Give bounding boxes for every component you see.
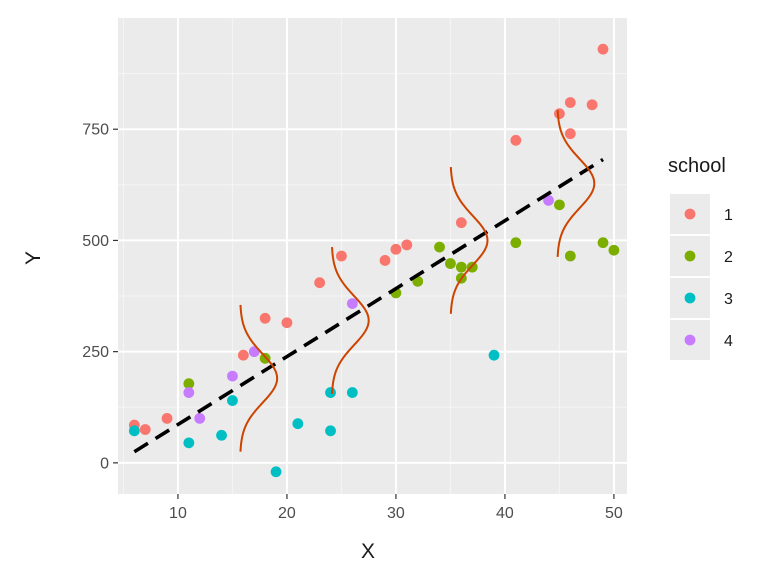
data-point-school-4 [543,194,554,206]
x-tick-label: 30 [387,505,405,522]
data-point-school-4 [183,387,195,398]
x-tick-label: 50 [605,505,623,522]
data-point-school-3 [270,466,282,478]
data-point-school-1 [314,277,326,289]
data-point-school-3 [183,437,195,449]
data-point-school-3 [325,425,336,437]
data-point-school-3 [346,387,358,398]
data-point-school-1 [139,424,151,435]
y-axis-title: Y [22,251,45,265]
data-point-school-1 [455,217,467,229]
data-point-school-2 [510,237,522,249]
x-tick-label: 40 [496,505,514,522]
grid-lines [118,18,627,494]
data-point-school-1 [237,349,249,361]
data-point-school-2 [183,378,195,390]
data-point-school-2 [608,244,620,256]
data-point-school-1 [564,97,576,108]
density-curve [239,304,279,452]
data-point-school-3 [488,349,500,361]
data-point-school-4 [194,412,206,424]
legend-label-3: 3 [724,291,733,308]
data-point-school-1 [390,243,402,255]
legend-marker-2 [684,250,696,262]
legend-marker-4 [684,334,696,346]
legend-marker-1 [684,208,696,220]
data-point-school-2 [455,261,467,273]
x-tick-label: 20 [278,505,296,522]
density-curve [449,166,489,314]
legend-marker-3 [684,292,696,304]
plot-panel [118,18,627,494]
data-point-school-1 [586,99,598,111]
data-point-school-1 [161,412,173,424]
data-point-school-3 [216,429,227,441]
data-point-school-4 [346,298,358,309]
legend-label-2: 2 [724,249,733,266]
y-tick-label: 500 [82,233,109,250]
data-point-school-2 [434,241,445,253]
model-overlay [133,110,604,454]
legend-label-4: 4 [724,333,733,350]
x-axis-title: X [361,540,375,563]
y-tick-label: 0 [100,455,109,472]
data-point-school-2 [445,258,456,269]
data-point-school-1 [510,134,522,146]
data-point-school-1 [564,128,576,140]
data-point-school-3 [325,387,336,398]
data-point-school-1 [554,108,565,120]
data-point-school-2 [564,250,576,262]
data-point-school-4 [227,370,238,382]
data-point-school-1 [597,43,609,55]
y-tick-label: 750 [82,122,109,139]
data-point-school-1 [259,312,271,324]
data-point-school-1 [401,239,413,251]
legend-label-1: 1 [724,207,733,224]
legend: school 1 2 3 4 [668,155,733,360]
y-tick-label: 250 [82,344,109,361]
data-point-school-3 [227,395,238,406]
data-point-school-1 [379,255,391,266]
data-point-school-1 [336,250,347,262]
data-point-school-2 [554,199,565,211]
density-curve [556,110,596,257]
legend-title: school [668,155,726,177]
data-point-school-1 [281,317,293,329]
data-point-school-3 [128,425,140,437]
density-curve [331,247,370,394]
x-tick-label: 10 [169,505,187,522]
regression-line [133,157,604,454]
data-point-school-2 [597,237,609,249]
data-point-school-3 [292,418,304,430]
